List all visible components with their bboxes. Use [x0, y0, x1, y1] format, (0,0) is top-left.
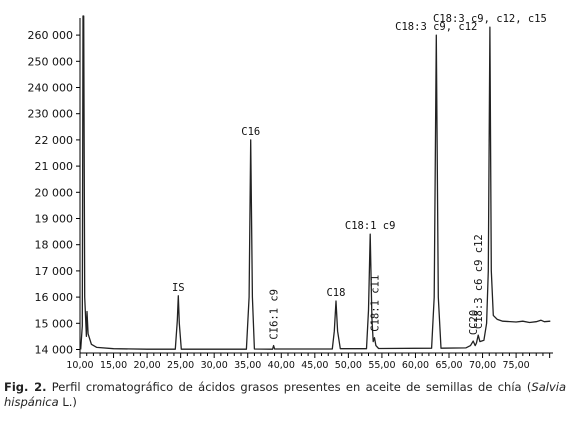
- y-tick-label: 21 000: [35, 160, 74, 173]
- caption-tail: L.): [58, 395, 77, 409]
- y-tick-label: 22 000: [35, 134, 74, 147]
- x-tick-label: 65,00: [435, 360, 462, 371]
- x-tick-label: 20,00: [133, 360, 160, 371]
- peak-label: C18:1 c9: [345, 220, 396, 232]
- peak-label: C18:3 c9, c12: [395, 21, 477, 33]
- chromatogram-trace: [80, 15, 551, 350]
- peak-label: C18:3 c6 c9 c12: [473, 234, 485, 329]
- y-tick-label: 20 000: [35, 186, 74, 199]
- chromatogram-line: [80, 15, 551, 350]
- x-tick-label: 10,00: [66, 360, 93, 371]
- y-tick-label: 17 000: [35, 265, 74, 278]
- y-tick-label: 18 000: [35, 239, 74, 252]
- peak-label: C18:1 c11: [370, 275, 382, 332]
- caption-species: Salvia hispánica: [4, 380, 566, 409]
- peak-label: C16: [241, 126, 260, 138]
- caption-text: Perfil cromatográfico de ácidos grasos p…: [51, 380, 532, 394]
- peak-label: CI6:1 c9: [269, 289, 281, 340]
- x-tick-label: 35,00: [234, 360, 261, 371]
- chromatogram-chart: 14 000 15 000 16 000 17 000 18 000 19 000 20 0…: [28, 13, 553, 371]
- y-tick-label: 240 000: [28, 82, 74, 95]
- x-tick-label: 75,00: [502, 360, 529, 371]
- x-tick-label: 25,00: [167, 360, 194, 371]
- caption-fig-label: Fig. 2.: [4, 380, 47, 394]
- chart-ticks: 14 000 15 000 16 000 17 000 18 000 19 000 20 0…: [28, 29, 551, 371]
- peak-label: CC20: [468, 310, 480, 335]
- y-tick-label: 260 000: [28, 29, 74, 42]
- peak-label: C18: [326, 287, 345, 299]
- x-tick-label: 50,00: [335, 360, 362, 371]
- x-tick-label: 30,00: [201, 360, 228, 371]
- y-tick-label: 250 000: [28, 55, 74, 68]
- y-tick-label: 14 000: [35, 344, 74, 357]
- peak-label: IS: [172, 282, 185, 294]
- y-tick-label: 19 000: [35, 213, 74, 226]
- x-tick-label: 15,00: [100, 360, 127, 371]
- x-tick-label: 40,00: [268, 360, 295, 371]
- x-tick-label: 70,00: [469, 360, 496, 371]
- peak-labels: IS C16 CI6:1 c9 C18 C18:1 c9 C18:1 c11 C18:3 c…: [172, 13, 547, 339]
- x-tick-label: 55,00: [368, 360, 395, 371]
- x-tick-label: 45,00: [301, 360, 328, 371]
- y-tick-label: 230 000: [28, 108, 74, 121]
- y-tick-label: 16 000: [35, 291, 74, 304]
- figure-caption: Fig. 2. Perfil cromatográfico de ácidos …: [4, 380, 566, 410]
- y-tick-label: 15 000: [35, 317, 74, 330]
- peak-label: C18:3 c9, c12, c15: [433, 13, 547, 25]
- x-tick-label: 60,00: [402, 360, 429, 371]
